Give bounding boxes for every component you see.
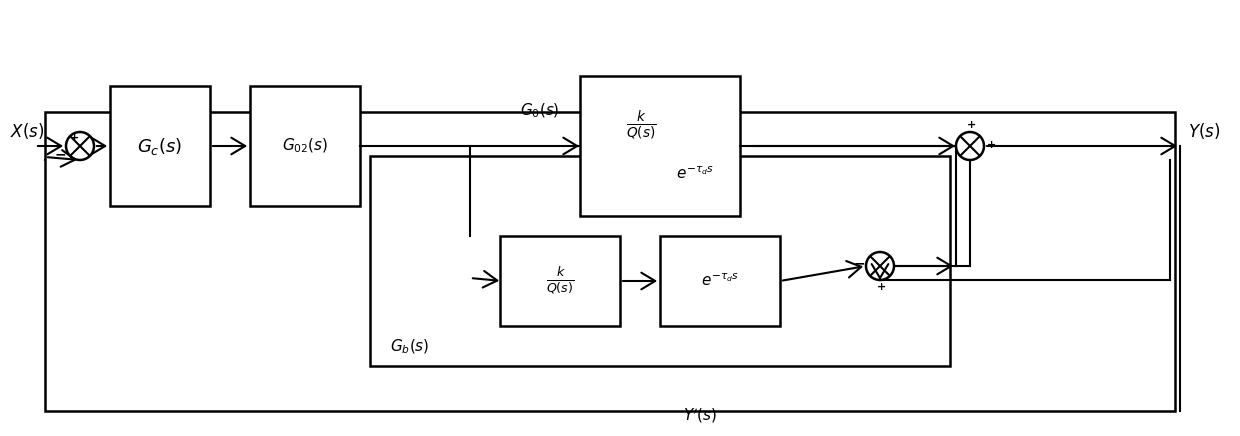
Text: $e^{-\tau_d s}$: $e^{-\tau_d s}$ — [701, 272, 739, 290]
Text: $\frac{k}{Q(s)}$: $\frac{k}{Q(s)}$ — [625, 109, 656, 142]
FancyBboxPatch shape — [500, 236, 620, 326]
Text: $Y(s)$: $Y(s)$ — [1188, 121, 1220, 141]
FancyBboxPatch shape — [110, 86, 210, 206]
Text: $G_b(s)$: $G_b(s)$ — [391, 337, 429, 356]
Text: +: + — [877, 282, 887, 292]
Text: $G_{02}(s)$: $G_{02}(s)$ — [281, 137, 329, 155]
Circle shape — [66, 132, 94, 160]
FancyBboxPatch shape — [660, 236, 780, 326]
Text: $e^{-\tau_d s}$: $e^{-\tau_d s}$ — [676, 166, 714, 182]
Text: $Y'(s)$: $Y'(s)$ — [683, 407, 717, 425]
Text: −: − — [55, 147, 66, 161]
Circle shape — [866, 252, 894, 280]
Text: +: + — [986, 140, 996, 150]
Text: $\frac{k}{Q(s)}$: $\frac{k}{Q(s)}$ — [546, 266, 574, 296]
FancyBboxPatch shape — [580, 76, 740, 216]
Text: −: − — [853, 256, 864, 270]
Text: $G_c(s)$: $G_c(s)$ — [138, 136, 182, 157]
Text: +: + — [69, 133, 79, 143]
Text: $X(s)$: $X(s)$ — [10, 121, 45, 141]
Text: +: + — [967, 120, 976, 130]
Text: $G_0(s)$: $G_0(s)$ — [520, 102, 559, 120]
FancyBboxPatch shape — [250, 86, 360, 206]
Circle shape — [956, 132, 985, 160]
